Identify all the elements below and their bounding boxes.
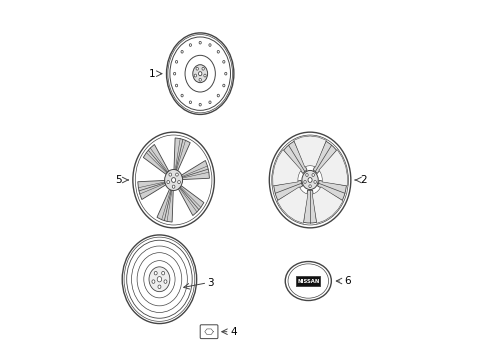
Ellipse shape: [152, 280, 155, 283]
Ellipse shape: [133, 132, 214, 228]
Ellipse shape: [305, 174, 307, 176]
Polygon shape: [318, 150, 346, 186]
Ellipse shape: [203, 74, 206, 77]
Text: 3: 3: [207, 278, 214, 288]
Ellipse shape: [311, 174, 314, 176]
Text: 5: 5: [115, 175, 122, 185]
Text: 4: 4: [230, 327, 237, 337]
Polygon shape: [312, 187, 343, 223]
Ellipse shape: [177, 180, 180, 184]
Ellipse shape: [172, 185, 175, 188]
Ellipse shape: [301, 170, 318, 190]
FancyBboxPatch shape: [296, 276, 320, 286]
Polygon shape: [157, 189, 173, 222]
Polygon shape: [138, 180, 165, 199]
Ellipse shape: [194, 74, 196, 77]
Ellipse shape: [198, 72, 202, 76]
Ellipse shape: [303, 180, 305, 183]
Ellipse shape: [199, 78, 201, 81]
Polygon shape: [272, 150, 301, 186]
Polygon shape: [283, 141, 306, 174]
Ellipse shape: [171, 177, 175, 183]
Ellipse shape: [157, 276, 162, 282]
Ellipse shape: [166, 180, 169, 184]
Ellipse shape: [175, 173, 178, 176]
Ellipse shape: [168, 173, 171, 176]
Ellipse shape: [308, 185, 311, 188]
Polygon shape: [174, 138, 190, 171]
Ellipse shape: [307, 177, 311, 183]
Polygon shape: [273, 180, 302, 201]
Ellipse shape: [149, 267, 169, 292]
Ellipse shape: [163, 280, 166, 283]
Polygon shape: [181, 161, 209, 180]
Text: 1: 1: [149, 69, 155, 79]
Ellipse shape: [164, 170, 182, 190]
Ellipse shape: [166, 33, 233, 114]
Polygon shape: [293, 136, 325, 167]
Text: NISSAN: NISSAN: [297, 279, 319, 284]
Text: 2: 2: [359, 175, 366, 185]
Ellipse shape: [192, 65, 207, 83]
Ellipse shape: [285, 261, 331, 301]
Ellipse shape: [313, 180, 316, 183]
Ellipse shape: [202, 67, 204, 70]
Polygon shape: [143, 144, 168, 174]
FancyBboxPatch shape: [200, 325, 218, 339]
Polygon shape: [312, 141, 336, 174]
Ellipse shape: [269, 132, 350, 228]
Polygon shape: [317, 180, 346, 201]
Ellipse shape: [154, 271, 157, 275]
Polygon shape: [303, 190, 316, 223]
Ellipse shape: [122, 235, 196, 324]
Polygon shape: [277, 187, 307, 223]
Text: 6: 6: [343, 276, 350, 286]
Polygon shape: [178, 186, 203, 216]
Ellipse shape: [162, 271, 164, 275]
Ellipse shape: [158, 285, 161, 289]
Ellipse shape: [196, 67, 198, 70]
